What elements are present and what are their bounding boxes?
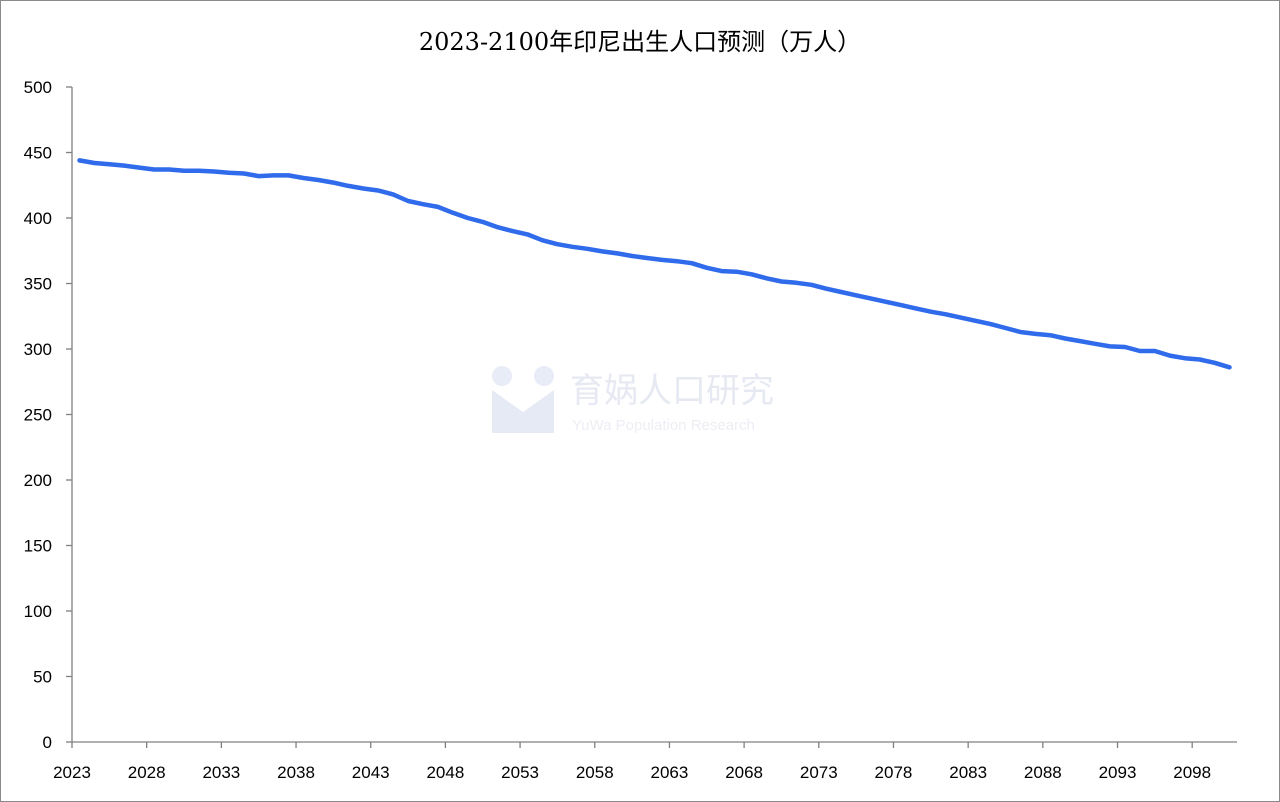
x-tick-label: 2098 [1173, 763, 1211, 782]
y-tick-label: 250 [24, 406, 52, 425]
watermark-logo-dot-left [492, 366, 512, 386]
y-tick-label: 500 [24, 78, 52, 97]
y-tick-label: 450 [24, 144, 52, 163]
chart-title: 2023-2100年印尼出生人口预测（万人） [418, 28, 862, 56]
x-tick-label: 2053 [501, 763, 539, 782]
y-tick-label: 300 [24, 340, 52, 359]
y-tick-label: 100 [24, 602, 52, 621]
y-tick-label: 150 [24, 537, 52, 556]
y-tick-label: 200 [24, 471, 52, 490]
x-tick-label: 2048 [426, 763, 464, 782]
y-tick-label: 400 [24, 209, 52, 228]
watermark-cn: 育娲人口研究 [570, 371, 774, 411]
watermark: 育娲人口研究 YuWa Population Research [492, 366, 774, 434]
y-tick-label: 50 [33, 668, 52, 687]
x-tick-label: 2038 [277, 763, 315, 782]
x-tick-label: 2043 [352, 763, 390, 782]
x-tick-label: 2033 [202, 763, 240, 782]
x-tick-label: 2023 [53, 763, 91, 782]
y-tick-label: 0 [43, 733, 52, 752]
series-line [77, 158, 1232, 370]
x-tick-label: 2063 [651, 763, 689, 782]
x-tick-label: 2093 [1099, 763, 1137, 782]
x-tick-label: 2028 [128, 763, 166, 782]
x-tick-label: 2058 [576, 763, 614, 782]
watermark-en: YuWa Population Research [572, 417, 755, 434]
x-tick-label: 2073 [800, 763, 838, 782]
watermark-logo-icon [492, 390, 554, 433]
y-tick-label: 350 [24, 275, 52, 294]
x-tick-label: 2068 [725, 763, 763, 782]
x-tick-label: 2078 [875, 763, 913, 782]
x-tick-label: 2083 [949, 763, 987, 782]
x-tick-label: 2088 [1024, 763, 1062, 782]
watermark-logo-dot-right [534, 366, 554, 386]
